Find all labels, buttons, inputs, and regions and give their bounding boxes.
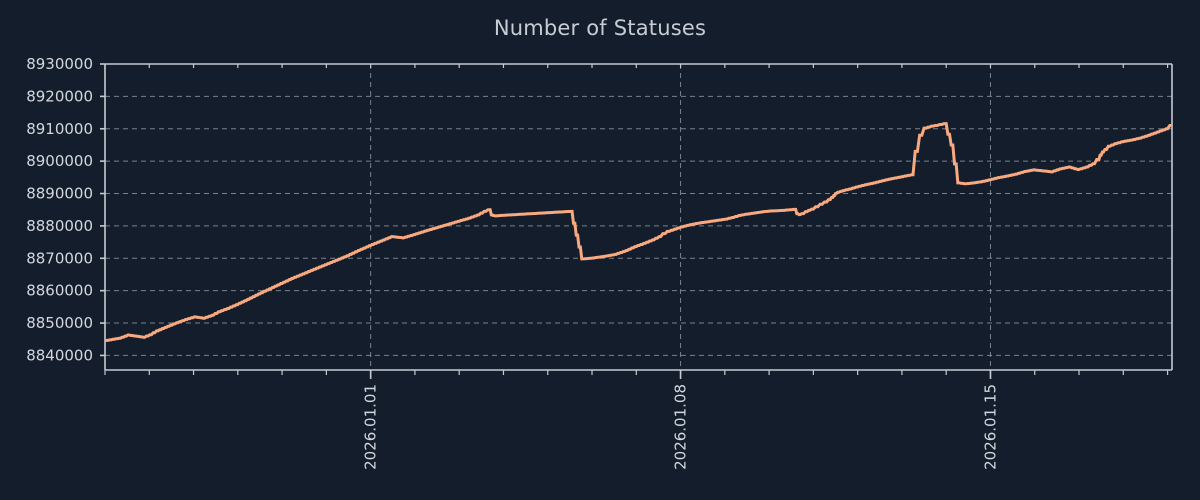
axis-lines	[104, 63, 1173, 371]
x-axis-tick-label: 2026.01.15	[981, 384, 999, 470]
data-series-group	[104, 122, 1172, 343]
y-axis-tick-label: 8880000	[26, 217, 93, 235]
y-axis-tick-labels: 8840000 8850000 8860000 8870000 8880000 88900…	[26, 55, 93, 364]
chart-title: Number of Statuses	[493, 16, 707, 40]
y-axis-tick-label: 8890000	[26, 185, 93, 203]
y-axis-tick-label: 8920000	[26, 87, 93, 105]
y-axis-tick-label: 8850000	[26, 314, 93, 332]
y-axis-tick-label: 8840000	[26, 346, 93, 364]
x-axis-major-ticks	[369, 370, 992, 379]
y-axis-ticks	[100, 63, 105, 357]
y-axis-tick-label: 8910000	[26, 120, 93, 138]
x-axis-minor-ticks	[104, 64, 1169, 375]
statuses-line	[104, 122, 1172, 343]
x-axis-tick-label: 2026.01.08	[672, 384, 690, 470]
y-axis-tick-label: 8930000	[26, 55, 93, 73]
x-axis-tick-labels: 2026.01.01 2026.01.08 2026.01.15	[362, 384, 1000, 470]
y-axis-tick-label: 8870000	[26, 249, 93, 267]
horizontal-gridlines	[105, 95, 1172, 356]
x-axis-tick-label: 2026.01.01	[362, 384, 380, 470]
y-axis-tick-label: 8900000	[26, 152, 93, 170]
vertical-gridlines	[370, 64, 991, 370]
y-axis-tick-label: 8860000	[26, 282, 93, 300]
